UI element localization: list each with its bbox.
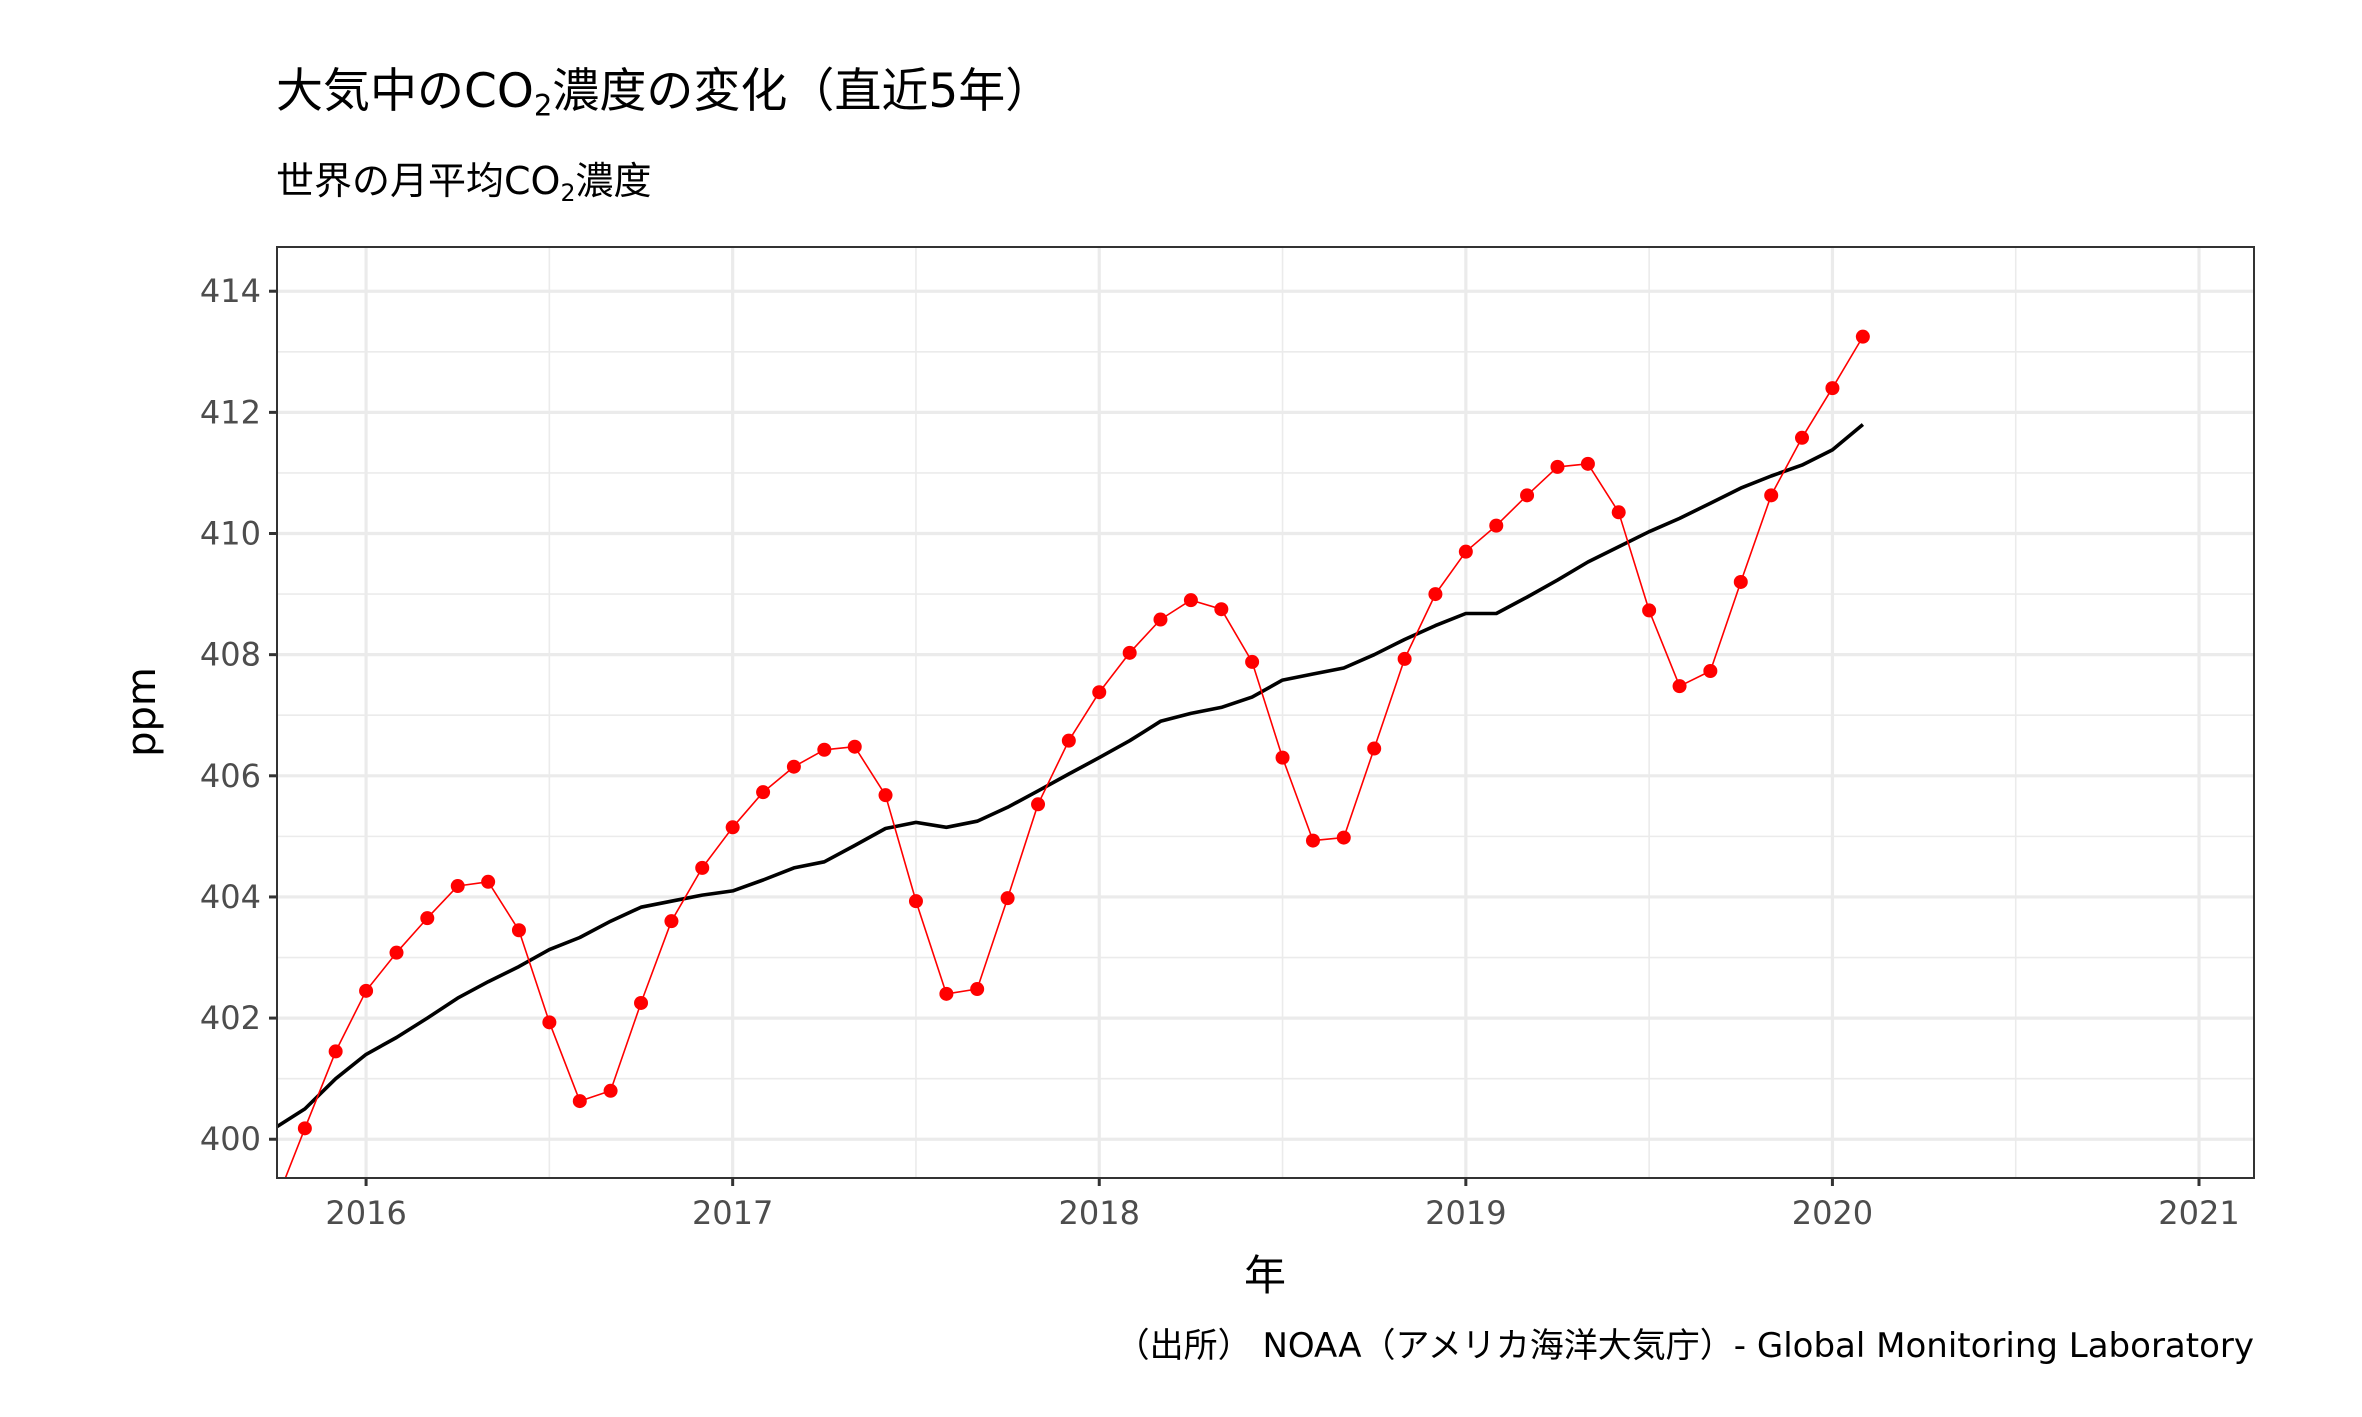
monthly-point bbox=[420, 911, 435, 926]
y-tick-label: 406 bbox=[200, 757, 261, 795]
chart-subtitle-subscript: 2 bbox=[560, 179, 576, 208]
monthly-point bbox=[1489, 518, 1504, 533]
chart-subtitle: 世界の月平均CO2濃度 bbox=[276, 150, 651, 207]
monthly-point bbox=[1245, 654, 1260, 669]
monthly-point bbox=[1611, 505, 1626, 520]
monthly-point bbox=[481, 874, 496, 889]
monthly-point bbox=[1153, 612, 1168, 627]
monthly-point bbox=[634, 995, 649, 1010]
monthly-point bbox=[939, 986, 954, 1001]
chart-subtitle-rest: 濃度 bbox=[575, 159, 652, 203]
x-tick-label: 2017 bbox=[692, 1194, 773, 1232]
y-tick-label: 400 bbox=[200, 1120, 261, 1158]
monthly-point bbox=[1550, 459, 1565, 474]
monthly-point bbox=[603, 1083, 618, 1098]
trend-line bbox=[277, 423, 1865, 1129]
chart-title: 大気中のCO2濃度の変化（直近5年） bbox=[276, 52, 1052, 123]
monthly-point bbox=[786, 759, 801, 774]
monthly-point bbox=[1520, 488, 1535, 503]
x-tick-label: 2018 bbox=[1059, 1194, 1140, 1232]
y-axis-label: ppm bbox=[119, 667, 165, 757]
plot-panel-border bbox=[276, 246, 2255, 1179]
monthly-point bbox=[664, 914, 679, 929]
monthly-point bbox=[1428, 587, 1443, 602]
monthly-point bbox=[1825, 381, 1840, 396]
monthly-point bbox=[359, 983, 374, 998]
monthly-point bbox=[1031, 797, 1046, 812]
monthly-point bbox=[1794, 430, 1809, 445]
monthly-point bbox=[1458, 544, 1473, 559]
monthly-point bbox=[725, 820, 740, 835]
monthly-point bbox=[1580, 456, 1595, 471]
y-tick-label: 402 bbox=[200, 999, 261, 1037]
y-tick-label: 410 bbox=[200, 515, 261, 553]
monthly-point bbox=[1092, 685, 1107, 700]
chart-title-subscript: 2 bbox=[533, 88, 553, 123]
plot-panel-background bbox=[277, 247, 2254, 1178]
monthly-point bbox=[878, 788, 893, 803]
monthly-point bbox=[1703, 664, 1718, 679]
x-tick-label: 2021 bbox=[2158, 1194, 2239, 1232]
y-tick-label: 412 bbox=[200, 393, 261, 431]
monthly-point bbox=[908, 894, 923, 909]
monthly-point bbox=[1275, 750, 1290, 765]
monthly-point bbox=[297, 1121, 312, 1136]
chart-title-main: 大気中のCO bbox=[276, 64, 534, 119]
monthly-point bbox=[695, 860, 710, 875]
monthly-point bbox=[1367, 741, 1382, 756]
chart-title-rest: 濃度の変化（直近5年） bbox=[552, 64, 1053, 119]
monthly-point bbox=[1000, 891, 1015, 906]
monthly-point bbox=[1397, 651, 1412, 666]
monthly-point bbox=[450, 879, 465, 894]
x-tick-label: 2016 bbox=[325, 1194, 406, 1232]
series-layer bbox=[267, 329, 1870, 1213]
grid-lines bbox=[277, 247, 2254, 1178]
monthly-point bbox=[1214, 602, 1229, 617]
monthly-point bbox=[1183, 593, 1198, 608]
monthly-point bbox=[1305, 833, 1320, 848]
monthly-point bbox=[756, 785, 771, 800]
axes-layer: 2016 2017 2018 2019 2020 2021 400 402 404 406 408 4… bbox=[200, 272, 2240, 1232]
y-tick-label: 414 bbox=[200, 272, 261, 310]
monthly-point bbox=[328, 1044, 343, 1059]
monthly-point bbox=[1764, 488, 1779, 503]
monthly-point bbox=[572, 1094, 587, 1109]
monthly-point bbox=[1855, 329, 1870, 344]
y-tick-label: 404 bbox=[200, 878, 261, 916]
chart-subtitle-main: 世界の月平均CO bbox=[276, 159, 561, 203]
y-tick-label: 408 bbox=[200, 636, 261, 674]
monthly-point bbox=[1061, 733, 1076, 748]
monthly-point bbox=[389, 945, 404, 960]
x-axis-label: 年 bbox=[1243, 1251, 1287, 1300]
x-tick-label: 2020 bbox=[1792, 1194, 1873, 1232]
monthly-point bbox=[511, 923, 526, 938]
monthly-point bbox=[1733, 574, 1748, 589]
monthly-point bbox=[817, 742, 832, 757]
source-caption: （出所） NOAA（アメリカ海洋大気庁）- Global Monitoring … bbox=[1115, 1326, 2254, 1366]
monthly-point bbox=[847, 739, 862, 754]
monthly-point bbox=[1642, 603, 1657, 618]
monthly-point bbox=[1336, 830, 1351, 845]
monthly-point bbox=[267, 1199, 281, 1213]
monthly-point bbox=[970, 982, 985, 997]
monthly-point bbox=[1672, 679, 1687, 694]
monthly-point bbox=[542, 1015, 557, 1030]
x-tick-label: 2019 bbox=[1425, 1194, 1506, 1232]
monthly-point bbox=[1122, 645, 1137, 660]
